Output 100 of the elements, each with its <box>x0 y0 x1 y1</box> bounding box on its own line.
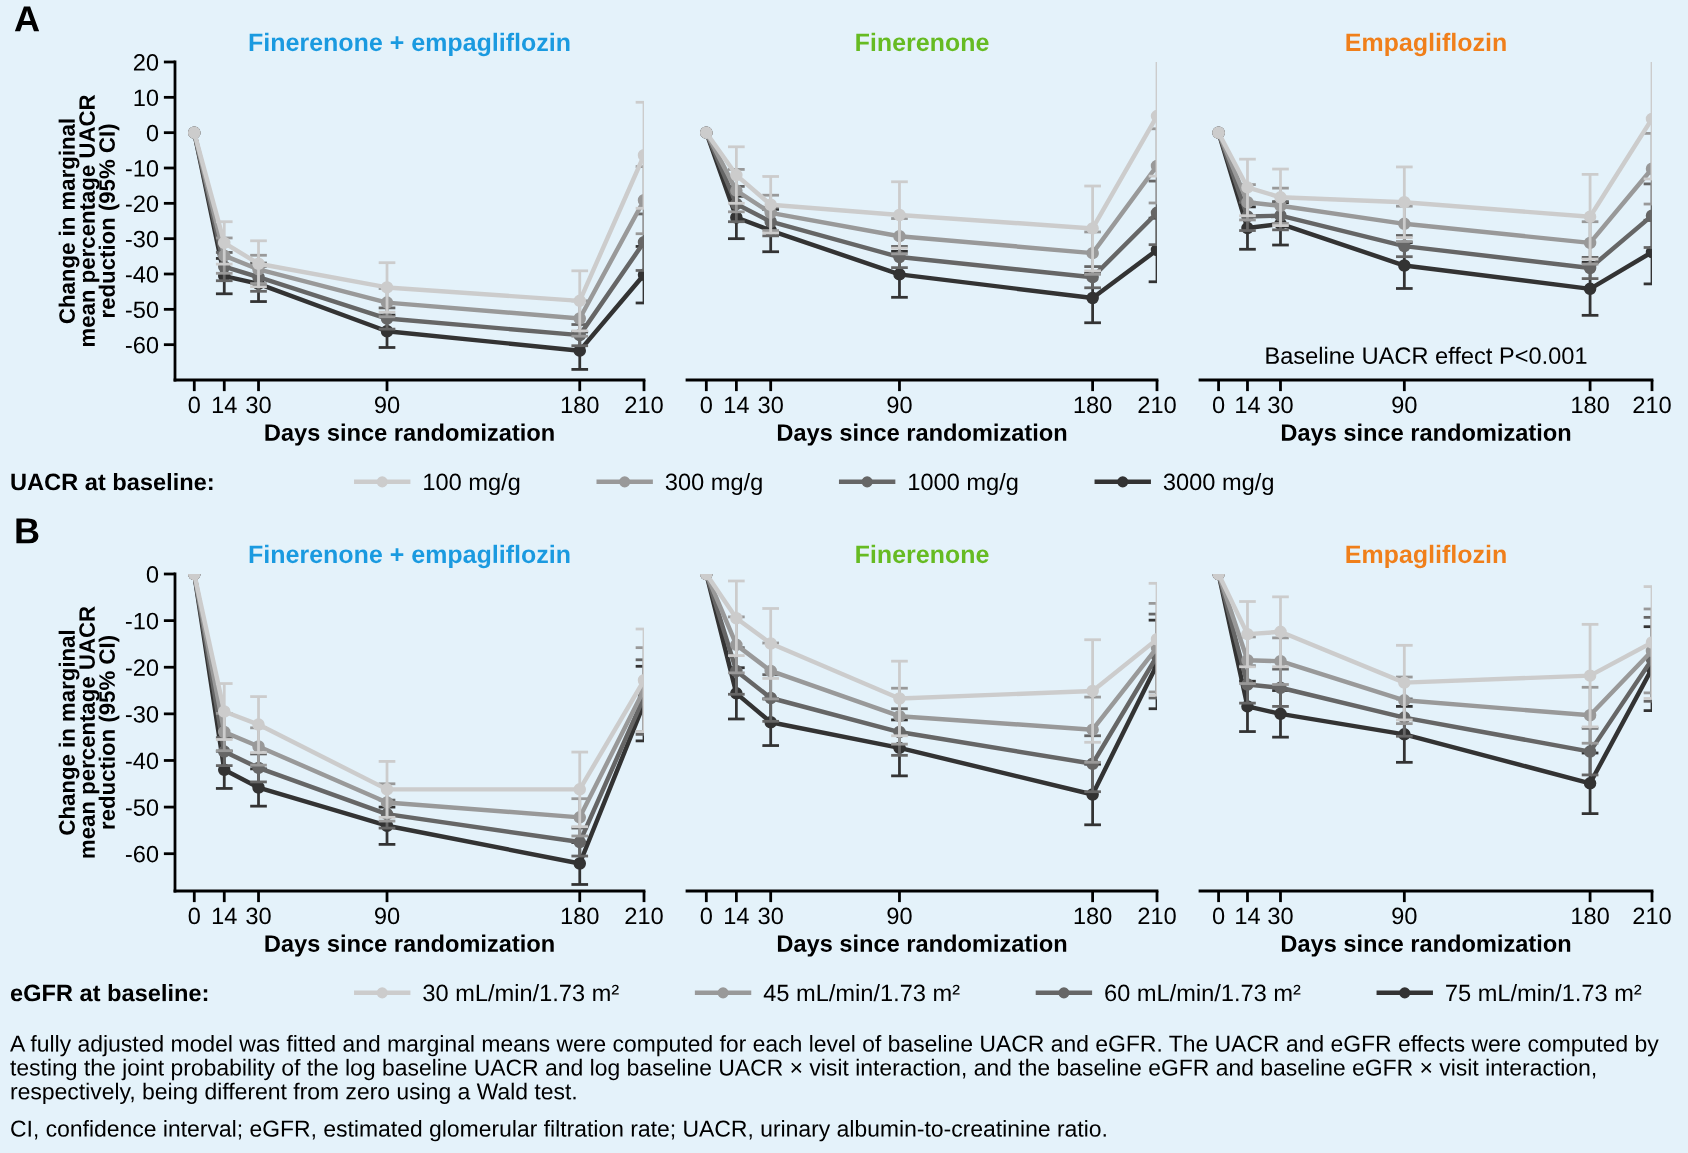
text: B <box>16 518 39 544</box>
y-tick-label: -30 <box>125 230 159 248</box>
x-tick-label: 180 <box>1074 396 1112 414</box>
y-tick-label: -60 <box>125 336 159 354</box>
point <box>1274 707 1287 721</box>
legend-label: 3000 mg/g <box>1163 473 1273 496</box>
point <box>573 783 587 796</box>
legend-label: 1000 mg/g <box>909 473 1018 496</box>
point <box>893 692 906 705</box>
point <box>1241 627 1254 641</box>
y-axis-title: Change in marginal mean percentage UACR reduction (95% CI) <box>58 606 120 858</box>
point <box>380 281 394 294</box>
x-tick-label: 210 <box>625 907 663 925</box>
point <box>218 236 231 250</box>
x-tick-label: 14 <box>212 396 237 414</box>
x-tick-label: 30 <box>758 907 783 925</box>
point <box>1241 181 1254 194</box>
point <box>252 257 265 271</box>
point <box>764 637 777 650</box>
x-axis-title: Days since randomization <box>265 934 554 957</box>
y-tick-label: -50 <box>125 799 159 816</box>
text: A fully adjusted model was fitted and marginal means were computed for each level of baseline UACR and eGFR. The UACR and eGFR effects were computed by testing the joint probability of the log baseline UACR and log baseline UACR × visit interaction, and the baseline eGFR and baseline eGFR × visit interaction, respectively, being different from zero using a Wald test. <box>10 1035 1659 1105</box>
x-tick-label: 14 <box>725 907 749 925</box>
point <box>1274 625 1287 639</box>
point <box>1583 282 1597 296</box>
y-tick-label: 0 <box>146 124 159 142</box>
point <box>218 705 231 718</box>
y-tick-label: -30 <box>125 705 159 723</box>
y-tick-label: 10 <box>134 89 159 107</box>
point <box>1274 191 1287 204</box>
x-tick-label: 90 <box>374 396 400 414</box>
x-tick-label: 210 <box>1633 907 1671 925</box>
y-axis-title: Change in marginal mean percentage UACR reduction (95% CI) <box>58 94 120 347</box>
x-tick-label: 90 <box>1392 396 1417 414</box>
x-tick-label: 180 <box>561 396 599 414</box>
point <box>893 268 906 281</box>
x-tick-label: 14 <box>725 396 749 414</box>
x-tick-label: 30 <box>246 396 271 414</box>
point <box>380 783 394 796</box>
chart-title: Finerenone + empagliflozin <box>249 544 570 569</box>
x-axis-title: Days since randomization <box>1281 934 1571 957</box>
x-axis-title: Days since randomization <box>777 934 1067 957</box>
x-tick-label: 30 <box>1268 396 1293 414</box>
chart-title: Empagliflozin <box>1346 544 1506 569</box>
annotation: Baseline UACR effect P<0.001 <box>1266 346 1587 365</box>
x-tick-label: 0 <box>1212 907 1225 925</box>
point <box>573 294 587 308</box>
legend-label: 30 mL/min/1.73 m² <box>423 983 619 1002</box>
x-tick-label: 210 <box>1633 396 1671 414</box>
x-tick-label: 0 <box>700 907 712 925</box>
x-tick-label: 14 <box>1236 396 1260 414</box>
chart-title: Finerenone + empagliflozin <box>249 32 570 57</box>
x-tick-label: 14 <box>212 907 237 925</box>
x-tick-label: 210 <box>1138 396 1176 414</box>
x-axis-title: Days since randomization <box>777 423 1067 446</box>
chart-title: Finerenone <box>856 544 989 564</box>
x-axis-title: Days since randomization <box>265 423 554 446</box>
point <box>252 718 265 731</box>
point <box>1583 669 1597 682</box>
point <box>730 612 743 625</box>
x-tick-label: 210 <box>625 396 663 414</box>
x-tick-label: 180 <box>1572 907 1609 925</box>
x-tick-label: 0 <box>700 396 712 414</box>
x-tick-label: 180 <box>1572 396 1609 414</box>
y-tick-label: -10 <box>125 612 159 630</box>
x-tick-label: 90 <box>887 907 912 925</box>
x-tick-label: 90 <box>887 396 912 414</box>
y-tick-label: 20 <box>133 54 159 71</box>
point <box>1086 222 1099 235</box>
legend-label: 300 mg/g <box>665 473 762 496</box>
text: CI, confidence interval; eGFR, estimated glomerular filtration rate; UACR, urinary albumin-to-creatinine ratio. <box>11 1120 1106 1142</box>
x-tick-label: 0 <box>1212 396 1225 414</box>
text: A <box>14 6 40 32</box>
x-tick-label: 30 <box>246 907 271 925</box>
point <box>1398 259 1411 272</box>
x-tick-label: 14 <box>1236 907 1260 925</box>
x-axis-title: Days since randomization <box>1281 423 1571 446</box>
point <box>1086 684 1099 698</box>
point <box>1398 196 1411 209</box>
x-tick-label: 0 <box>188 907 200 925</box>
point <box>1086 291 1099 305</box>
legend-label: 60 mL/min/1.73 m² <box>1105 983 1301 1002</box>
y-tick-label: -60 <box>125 845 159 863</box>
legend-title: eGFR at baseline: <box>10 983 208 1002</box>
legend-title: UACR at baseline: <box>11 473 213 491</box>
x-tick-label: 90 <box>374 907 400 925</box>
x-tick-label: 0 <box>188 396 200 414</box>
x-tick-label: 30 <box>758 396 783 414</box>
point <box>573 857 587 870</box>
y-tick-label: 0 <box>146 566 159 583</box>
x-tick-label: 210 <box>1138 907 1176 925</box>
chart-title: Empagliflozin <box>1346 32 1506 57</box>
chart-title: Finerenone <box>856 32 989 52</box>
x-tick-label: 180 <box>1074 907 1112 925</box>
point <box>573 835 587 849</box>
point <box>730 168 743 182</box>
y-tick-label: -20 <box>125 659 159 677</box>
point <box>1583 777 1597 790</box>
y-tick-label: -10 <box>125 160 159 177</box>
legend-label: 45 mL/min/1.73 m² <box>763 983 960 1002</box>
